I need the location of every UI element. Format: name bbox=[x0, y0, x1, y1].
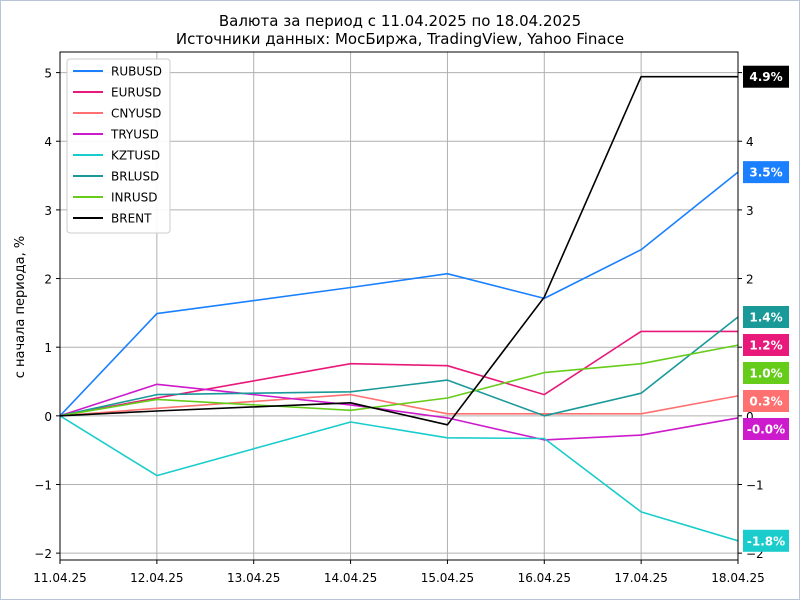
x-tick-label: 15.04.25 bbox=[421, 571, 474, 585]
legend-label-kztusd: KZTUSD bbox=[111, 149, 160, 163]
y-tick-label-left: −2 bbox=[34, 547, 52, 561]
series-line-inrusd bbox=[59, 344, 739, 417]
end-value-tag-inrusd bbox=[743, 361, 789, 384]
series-line-kztusd bbox=[59, 415, 739, 542]
legend-label-eurusd: EURUSD bbox=[111, 86, 161, 100]
series-line-brent bbox=[59, 75, 738, 426]
end-value-label-rubusd: 3.5% bbox=[749, 166, 782, 180]
series-line-eurusd bbox=[59, 330, 738, 417]
legend-label-inrusd: INRUSD bbox=[111, 191, 158, 205]
x-tick-label: 11.04.25 bbox=[33, 571, 86, 585]
end-value-tag-eurusd bbox=[743, 333, 789, 356]
end-value-label-eurusd: 1.2% bbox=[749, 338, 782, 352]
legend-label-rubusd: RUBUSD bbox=[111, 65, 162, 79]
series-line-cnyusd bbox=[59, 393, 739, 417]
legend-label-brent: BRENT bbox=[111, 212, 152, 226]
end-value-tag-brent bbox=[743, 65, 789, 88]
y-tick-label-left: 0 bbox=[44, 410, 52, 424]
chart-subtitle: Источники данных: МосБиржа, TradingView,… bbox=[176, 30, 624, 48]
plot-area-border bbox=[59, 51, 739, 561]
end-value-tag-cnyusd bbox=[743, 389, 789, 412]
y-tick-label-right: 2 bbox=[746, 273, 754, 287]
chart-title: Валюта за период с 11.04.2025 по 18.04.2… bbox=[219, 12, 581, 30]
end-value-label-kztusd: -1.8% bbox=[747, 534, 785, 548]
grid bbox=[59, 52, 739, 560]
legend: RUBUSD EURUSD CNYUSD TRYUSD KZTUSD BRLUSD INRU… bbox=[66, 58, 171, 234]
x-axis-ticks: 11.04.25 12.04.25 13.04.25 14.04.25 15.04.25… bbox=[33, 560, 765, 585]
end-value-tag-rubusd bbox=[743, 161, 789, 184]
end-value-label-brent: 4.9% bbox=[749, 70, 782, 84]
x-tick-label: 17.04.25 bbox=[614, 571, 667, 585]
y-axis-label: с начала периода, % bbox=[13, 236, 28, 379]
y-tick-label-right: 3 bbox=[746, 204, 754, 218]
series-line-rubusd bbox=[59, 171, 739, 417]
legend-box bbox=[66, 58, 171, 234]
y-tick-label-left: 2 bbox=[44, 273, 52, 287]
end-value-tag-brlusd bbox=[743, 305, 789, 328]
y-tick-label-right: −1 bbox=[746, 478, 764, 492]
y-tick-label-left: 3 bbox=[44, 204, 52, 218]
y-tick-label-left: 4 bbox=[44, 135, 52, 149]
legend-label-cnyusd: CNYUSD bbox=[111, 107, 161, 121]
y-tick-label-left: 5 bbox=[44, 67, 52, 81]
x-tick-label: 13.04.25 bbox=[227, 571, 280, 585]
end-value-label-tryusd: -0.0% bbox=[747, 422, 785, 436]
series-line-tryusd bbox=[59, 383, 739, 441]
end-value-tags: -1.8% -0.0% 0.3% 1.0% 1.2% 1.4% 3.5% 4.9% bbox=[743, 65, 789, 552]
end-value-label-brlusd: 1.4% bbox=[749, 310, 782, 324]
x-tick-label: 12.04.25 bbox=[130, 571, 183, 585]
end-value-tag-tryusd bbox=[743, 417, 789, 440]
legend-label-tryusd: TRYUSD bbox=[110, 128, 159, 142]
x-tick-label: 18.04.25 bbox=[711, 571, 764, 585]
end-value-tag-kztusd bbox=[743, 529, 789, 552]
y-tick-label-right: 0 bbox=[746, 410, 754, 424]
y-tick-label-right: 4 bbox=[746, 135, 754, 149]
y-tick-label-left: 1 bbox=[44, 341, 52, 355]
series-lines bbox=[59, 75, 739, 542]
end-value-label-cnyusd: 0.3% bbox=[749, 394, 782, 408]
x-tick-label: 14.04.25 bbox=[324, 571, 377, 585]
series-line-brlusd bbox=[59, 316, 739, 417]
end-value-label-inrusd: 1.0% bbox=[749, 366, 782, 380]
y-tick-label-left: −1 bbox=[34, 478, 52, 492]
legend-label-brlusd: BRLUSD bbox=[111, 170, 159, 184]
x-tick-label: 16.04.25 bbox=[518, 571, 571, 585]
